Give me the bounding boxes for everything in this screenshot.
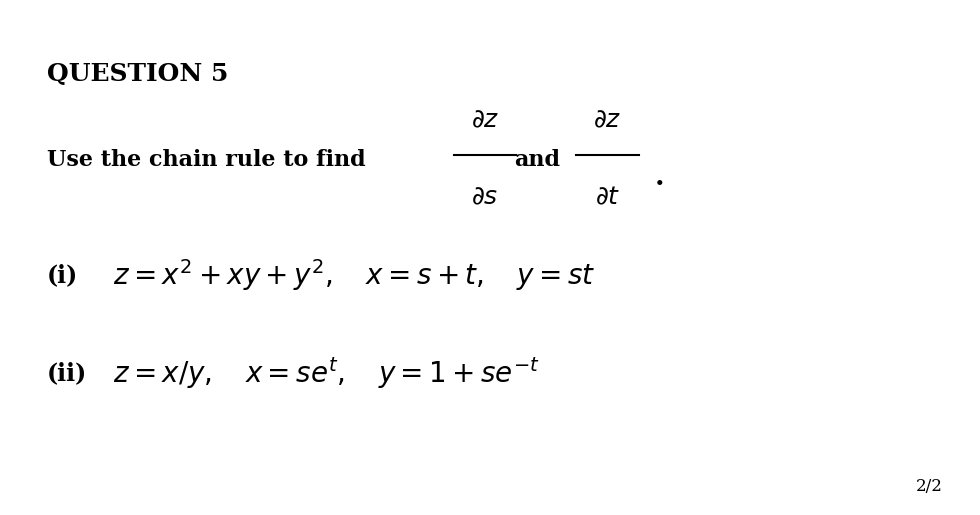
Text: $\partial z$: $\partial z$ [470, 110, 500, 132]
Text: $\partial z$: $\partial z$ [593, 110, 622, 132]
Text: 2/2: 2/2 [916, 478, 943, 495]
Text: $\partial t$: $\partial t$ [595, 187, 620, 210]
Text: (ii): (ii) [47, 362, 87, 385]
Text: $z = x/y, \quad x = se^t, \quad y = 1 + se^{-t}$: $z = x/y, \quad x = se^t, \quad y = 1 + … [113, 356, 539, 391]
Text: Use the chain rule to find: Use the chain rule to find [47, 149, 366, 170]
Text: $z = x^2 + xy + y^2, \quad x = s + t, \quad y = st$: $z = x^2 + xy + y^2, \quad x = s + t, \q… [113, 258, 595, 294]
Text: QUESTION 5: QUESTION 5 [47, 62, 228, 86]
Text: and: and [514, 149, 560, 170]
Text: (i): (i) [47, 264, 78, 287]
Text: $\partial s$: $\partial s$ [471, 187, 499, 210]
Text: .: . [655, 164, 664, 191]
